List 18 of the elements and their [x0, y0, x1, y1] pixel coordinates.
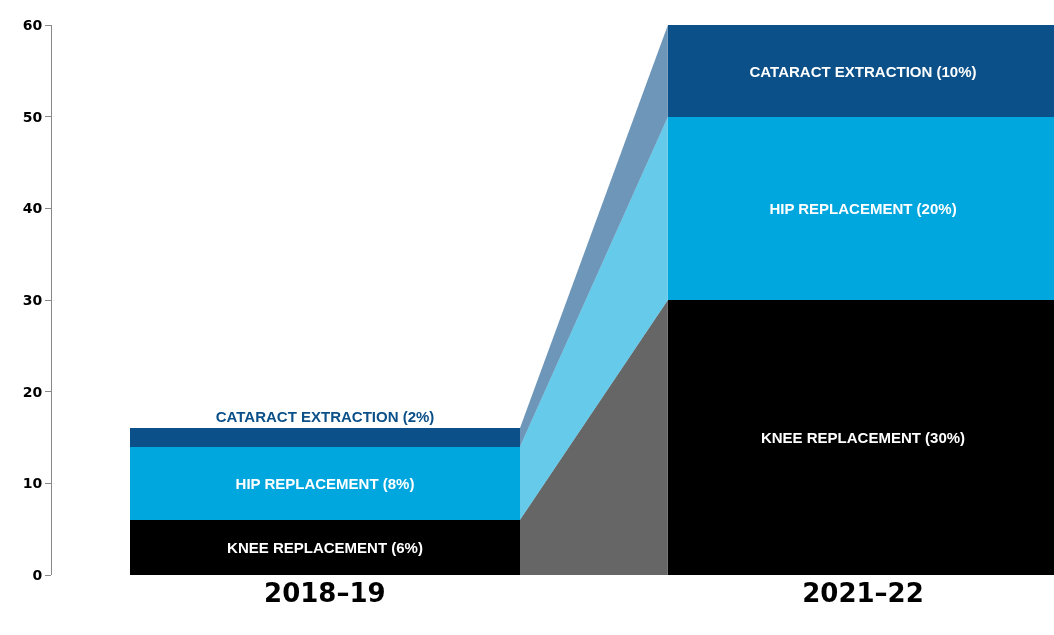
data-label: KNEE REPLACEMENT (6%): [227, 539, 423, 556]
bar: [130, 447, 520, 520]
x-tick-label: 2021–22: [802, 578, 924, 608]
y-tick-label: 10: [22, 475, 43, 492]
bar: [130, 428, 520, 447]
data-label: CATARACT EXTRACTION (2%): [215, 408, 435, 425]
data-label: CATARACT EXTRACTION (10%): [749, 62, 977, 80]
y-tick-label: 30: [22, 291, 43, 308]
y-tick-label: 50: [22, 108, 43, 125]
y-tick-label: 40: [22, 200, 43, 217]
y-tick-label: 0: [32, 566, 43, 583]
data-label: HIP REPLACEMENT (8%): [235, 475, 415, 492]
bar: [130, 520, 520, 575]
data-label: KNEE REPLACEMENT (30%): [760, 429, 966, 446]
data-label: HIP REPLACEMENT (20%): [769, 200, 957, 217]
x-tick-label: 2018–19: [264, 578, 386, 608]
y-tick-label: 60: [22, 16, 43, 33]
y-tick-label: 20: [22, 383, 43, 400]
